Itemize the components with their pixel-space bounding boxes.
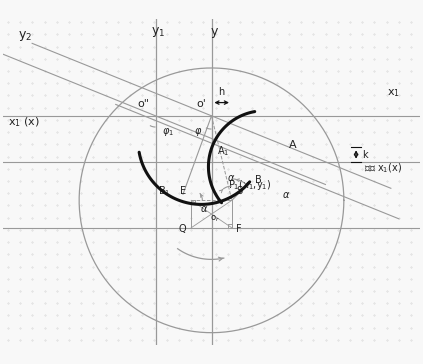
Text: x$_1$: x$_1$: [387, 87, 400, 99]
Text: α: α: [201, 205, 207, 214]
Text: B$_1$: B$_1$: [158, 184, 171, 198]
Text: B: B: [255, 175, 262, 185]
Text: o": o": [137, 99, 149, 109]
Text: F: F: [236, 224, 242, 234]
Text: y$_2$: y$_2$: [18, 29, 32, 43]
Text: y: y: [211, 25, 218, 38]
Text: P$_1$(x$_1$,y$_1$): P$_1$(x$_1$,y$_1$): [228, 178, 271, 192]
Text: A: A: [289, 141, 297, 150]
Text: A$_1$: A$_1$: [217, 144, 229, 158]
Text: k: k: [362, 150, 368, 159]
Text: o': o': [197, 99, 206, 109]
Text: α: α: [283, 190, 289, 200]
Text: S: S: [236, 186, 242, 196]
Text: φ$_1$: φ$_1$: [162, 126, 174, 138]
Text: α: α: [228, 173, 234, 183]
Text: E: E: [180, 186, 186, 196]
Text: y$_1$: y$_1$: [151, 25, 166, 39]
Text: 节线 x$_1$(x): 节线 x$_1$(x): [364, 161, 402, 175]
Text: x$_1$ (x): x$_1$ (x): [8, 115, 40, 129]
Text: Q: Q: [179, 224, 186, 234]
Text: φ: φ: [195, 126, 201, 136]
Text: o$_r$: o$_r$: [209, 213, 220, 224]
Text: h: h: [219, 87, 225, 98]
